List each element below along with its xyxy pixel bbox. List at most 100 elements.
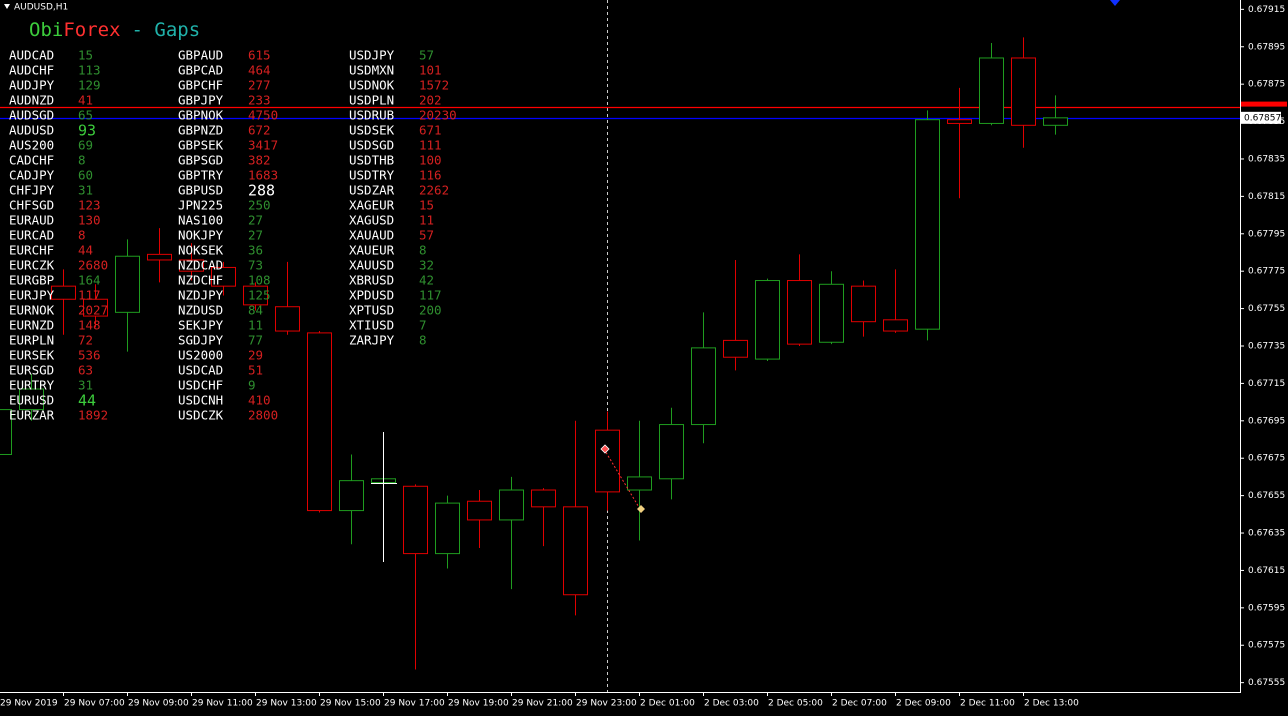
gap-value: 11 bbox=[248, 318, 263, 333]
gap-symbol: EURCZK bbox=[9, 258, 55, 273]
gap-symbol: USDCZK bbox=[178, 408, 224, 423]
gap-symbol: USDTHB bbox=[349, 153, 394, 168]
gap-value: 51 bbox=[248, 363, 263, 378]
gap-symbol: XAGEUR bbox=[349, 198, 395, 213]
gap-symbol: XPDUSD bbox=[349, 288, 394, 303]
x-tick-label: 2 Dec 09:00 bbox=[896, 699, 951, 709]
x-tick-label: 29 Nov 23:00 bbox=[576, 699, 637, 709]
gap-value: 164 bbox=[78, 273, 101, 288]
candle-body bbox=[147, 253, 172, 261]
gap-symbol: EURZAR bbox=[9, 408, 55, 423]
gap-value: 2680 bbox=[78, 258, 108, 273]
gap-value: 1572 bbox=[419, 78, 449, 93]
y-tick-label: 0.67835 bbox=[1248, 154, 1285, 164]
candle-body bbox=[307, 332, 332, 512]
gap-value: 277 bbox=[248, 78, 271, 93]
gap-value: 44 bbox=[78, 392, 96, 410]
gap-value: 42 bbox=[419, 273, 434, 288]
candle-body bbox=[51, 285, 76, 300]
gap-symbol: NZDCAD bbox=[178, 258, 223, 273]
candle-body bbox=[243, 285, 268, 306]
gap-symbol: GBPAUD bbox=[178, 48, 223, 63]
candle-body bbox=[723, 339, 748, 358]
gap-value: 8 bbox=[419, 243, 427, 258]
gap-symbol: AUDCAD bbox=[9, 48, 54, 63]
y-tick-label: 0.67595 bbox=[1248, 603, 1285, 613]
candle-body bbox=[339, 480, 364, 512]
gap-symbol: AUDNZD bbox=[9, 93, 54, 108]
gap-symbol: XPTUSD bbox=[349, 303, 394, 318]
x-tick-label: 29 Nov 17:00 bbox=[384, 699, 445, 709]
gap-value: 148 bbox=[78, 318, 101, 333]
candle-body bbox=[595, 429, 620, 493]
candle-body bbox=[531, 489, 556, 508]
trade-arrow bbox=[600, 444, 610, 454]
candle-body bbox=[467, 500, 492, 521]
y-tick-label: 0.67815 bbox=[1248, 192, 1285, 202]
gap-symbol: NOKJPY bbox=[178, 228, 224, 243]
candle-body bbox=[275, 306, 300, 332]
menu-icon bbox=[4, 4, 10, 9]
y-tick-label: 0.67795 bbox=[1248, 229, 1285, 239]
gap-value: 57 bbox=[419, 228, 434, 243]
title-part: - Gaps bbox=[132, 19, 201, 41]
gap-value: 117 bbox=[78, 288, 101, 303]
x-tick-label: 29 Nov 2019 bbox=[0, 699, 58, 709]
candle-body bbox=[883, 319, 908, 332]
gap-symbol: USDPLN bbox=[349, 93, 394, 108]
overlay: AUDUSD,H1 ObiForex - Gaps AUDCAD 15 AUDCHF 1… bbox=[4, 0, 1120, 562]
candle-body bbox=[915, 119, 940, 330]
gap-symbol: ZARJPY bbox=[349, 333, 395, 348]
gap-symbol: GBPUSD bbox=[178, 183, 223, 198]
gap-symbol: AUDJPY bbox=[9, 78, 55, 93]
gap-value: 57 bbox=[419, 48, 434, 63]
gap-value: 65 bbox=[78, 108, 93, 123]
gap-symbol: NZDUSD bbox=[178, 303, 223, 318]
gap-value: 101 bbox=[419, 63, 442, 78]
gap-value: 20230 bbox=[419, 108, 457, 123]
x-tick-label: 2 Dec 07:00 bbox=[832, 699, 887, 709]
gap-symbol: NZDCHF bbox=[178, 273, 223, 288]
gap-symbol: XAUUSD bbox=[349, 258, 394, 273]
gap-value: 15 bbox=[78, 48, 93, 63]
candle-body bbox=[659, 424, 684, 480]
gap-value: 410 bbox=[248, 393, 271, 408]
y-tick-label: 0.67695 bbox=[1248, 416, 1285, 426]
gap-value: 77 bbox=[248, 333, 263, 348]
gap-symbol: GBPTRY bbox=[178, 168, 224, 183]
gap-symbol: USDSEK bbox=[349, 123, 395, 138]
gap-symbol: NAS100 bbox=[178, 213, 223, 228]
y-tick-label: 0.67615 bbox=[1248, 566, 1285, 576]
gap-symbol: GBPJPY bbox=[178, 93, 224, 108]
gap-symbol: EURAUD bbox=[9, 213, 54, 228]
gap-value: 84 bbox=[248, 303, 263, 318]
overlay-title: ObiForex - Gaps bbox=[29, 19, 200, 41]
gap-symbol: AUDUSD bbox=[9, 123, 54, 138]
gap-symbol: EURTRY bbox=[9, 378, 55, 393]
candle-body bbox=[563, 506, 588, 596]
gap-symbol: EURUSD bbox=[9, 393, 54, 408]
y-tick-label: 0.67915 bbox=[1248, 5, 1285, 15]
gap-symbol: USDSGD bbox=[349, 138, 394, 153]
x-tick-label: 2 Dec 01:00 bbox=[640, 699, 695, 709]
gap-value: 382 bbox=[248, 153, 271, 168]
gap-symbol: USDZAR bbox=[349, 183, 395, 198]
candle-body bbox=[691, 347, 716, 426]
candle-body bbox=[499, 489, 524, 521]
gap-value: 202 bbox=[419, 93, 442, 108]
candle-body bbox=[1043, 117, 1068, 126]
candle-body bbox=[115, 255, 140, 313]
gap-symbol: CADCHF bbox=[9, 153, 54, 168]
marker bbox=[1110, 0, 1120, 6]
gap-symbol: CHFSGD bbox=[9, 198, 54, 213]
gap-symbol: EURCAD bbox=[9, 228, 54, 243]
gap-value: 63 bbox=[78, 363, 93, 378]
gap-symbol: XBRUSD bbox=[349, 273, 394, 288]
gap-symbol: NOKSEK bbox=[178, 243, 224, 258]
price-label-box bbox=[1241, 111, 1281, 124]
gap-symbol: EURGBP bbox=[9, 273, 54, 288]
gap-value: 233 bbox=[248, 93, 271, 108]
gap-value: 288 bbox=[248, 182, 275, 200]
candle-body bbox=[947, 119, 972, 124]
